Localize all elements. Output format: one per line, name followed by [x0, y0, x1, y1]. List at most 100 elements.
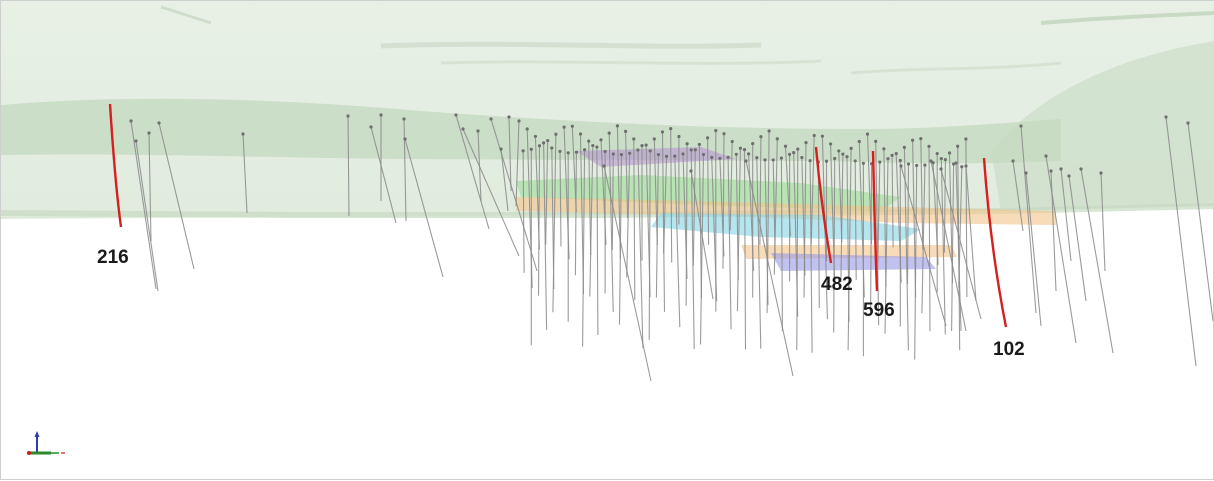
drillhole-trace	[611, 154, 614, 251]
drillhole-trace	[1100, 172, 1106, 272]
drillhole-trace	[552, 134, 557, 313]
hole-label-482: 482	[821, 274, 853, 295]
drillhole-trace	[722, 133, 725, 269]
collar-marker	[533, 134, 538, 139]
collar-marker	[911, 138, 915, 142]
hole-label-596: 596	[863, 300, 895, 321]
collar-marker	[489, 117, 493, 121]
collar-marker	[861, 161, 866, 165]
collar-marker	[619, 153, 624, 157]
collar-marker	[824, 159, 829, 163]
collar-marker	[628, 151, 632, 155]
surface-lower-edge	[1, 203, 1214, 218]
collar-marker	[525, 127, 529, 131]
collar-marker	[800, 155, 804, 160]
collar-marker	[796, 147, 800, 151]
collar-marker	[845, 155, 849, 159]
collar-marker	[379, 113, 383, 117]
zone-purple	[576, 147, 736, 167]
collar-marker	[722, 132, 726, 136]
collar-marker	[706, 136, 710, 140]
collar-marker	[644, 143, 648, 147]
drillhole-216[interactable]	[108, 103, 123, 228]
collar-marker	[755, 156, 759, 160]
collar-marker	[812, 133, 816, 138]
collar-marker	[952, 162, 956, 166]
collar-marker	[403, 137, 407, 141]
drillhole-trace	[661, 131, 666, 312]
collar-marker	[899, 164, 903, 168]
collar-marker	[461, 127, 465, 131]
collar-marker	[665, 154, 669, 158]
drillhole-trace	[522, 150, 525, 273]
collar-marker	[829, 142, 833, 146]
collar-marker	[611, 152, 615, 156]
zone-orange	[516, 197, 1056, 225]
collar-marker	[454, 113, 458, 117]
collar-marker	[134, 139, 138, 143]
collar-marker	[599, 138, 603, 142]
drillhole-trace	[900, 165, 947, 327]
collar-marker	[935, 151, 939, 156]
drillhole-trace	[574, 152, 577, 276]
drillhole-trace	[727, 157, 732, 330]
collar-marker	[689, 148, 693, 152]
drillhole-trace	[699, 154, 705, 345]
drillhole-trace	[940, 158, 946, 335]
collar-marker	[849, 146, 853, 150]
drillhole-482[interactable]	[814, 146, 833, 264]
collar-marker	[759, 135, 763, 139]
collar-marker	[636, 148, 640, 152]
drillhole-102[interactable]	[982, 157, 1008, 328]
hole-label-102: 102	[993, 339, 1025, 360]
drillhole-trace	[943, 159, 946, 253]
collar-marker	[1049, 169, 1053, 173]
drillhole-trace	[707, 137, 710, 245]
drillhole-trace	[404, 138, 444, 278]
hole-label-216: 216	[97, 247, 129, 268]
drillhole-trace	[633, 138, 636, 300]
drillhole-trace	[803, 142, 807, 298]
drillhole-trace	[347, 115, 350, 217]
drillhole-trace	[692, 149, 696, 266]
collar-marker	[583, 148, 587, 152]
collar-marker	[714, 129, 718, 133]
collar-marker	[566, 151, 570, 155]
collar-marker	[476, 129, 480, 133]
drillhole-trace	[1020, 125, 1037, 314]
collar-marker	[578, 132, 583, 136]
collar-marker	[652, 137, 656, 141]
drillhole-trace	[690, 149, 695, 349]
collar-marker	[346, 114, 350, 118]
collar-marker	[1067, 174, 1071, 178]
collar-marker	[1044, 154, 1048, 158]
collar-marker	[693, 148, 697, 152]
collar-marker	[558, 149, 562, 153]
collar-marker	[833, 156, 837, 161]
drillhole-trace	[455, 114, 490, 230]
drillhole-trace	[906, 163, 910, 284]
collar-marker	[499, 147, 503, 151]
drillhole-trace	[626, 153, 631, 278]
collar-marker	[726, 155, 730, 159]
collar-marker	[507, 115, 511, 119]
collar-marker	[857, 139, 861, 144]
drillhole-trace	[875, 141, 880, 326]
drillhole-596[interactable]	[871, 150, 879, 292]
collar-marker	[898, 158, 902, 163]
drillhole-trace	[920, 138, 924, 250]
collar-marker	[738, 146, 743, 150]
collar-marker	[954, 161, 958, 165]
drillhole-trace	[500, 148, 509, 212]
collar-marker	[1011, 159, 1015, 163]
collar-marker	[669, 126, 673, 131]
collar-marker	[529, 147, 533, 151]
collar-marker	[595, 145, 599, 149]
drillhole-trace	[242, 133, 248, 214]
collar-marker	[607, 131, 611, 135]
collar-marker	[241, 132, 245, 136]
collar-marker	[537, 144, 542, 148]
surface-streak	[380, 41, 762, 49]
